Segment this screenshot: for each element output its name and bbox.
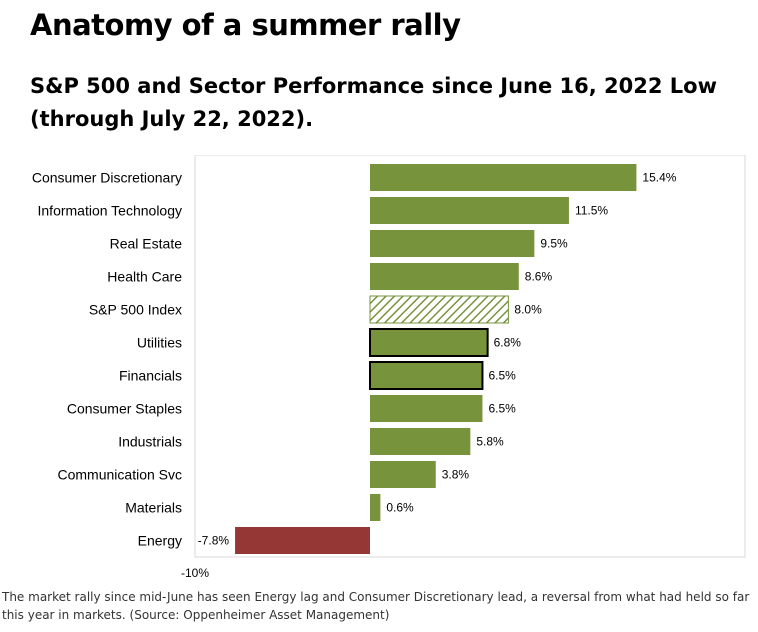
value-label: -7.8% [198,534,230,548]
bar-information-technology [370,197,569,224]
value-label: 5.8% [476,435,504,449]
value-label: 15.4% [642,171,676,185]
value-label: 8.6% [525,270,553,284]
bar-consumer-staples [370,395,483,422]
value-label: 6.5% [488,402,516,416]
page-title: Anatomy of a summer rally [30,8,461,42]
bar-health-care [370,263,519,290]
category-label: Materials [125,500,182,516]
category-label: Consumer Discretionary [32,170,182,186]
category-label: Utilities [137,335,182,351]
category-label: Real Estate [110,236,183,252]
value-label: 6.8% [494,336,522,350]
bar-s-p-500-index [369,295,509,324]
sector-performance-chart: Consumer Discretionary 15.4% Information T… [32,155,746,580]
category-label: Industrials [118,434,182,450]
x-tick-label: -10% [181,566,209,580]
bar-utilities [369,328,489,357]
category-label: S&P 500 Index [89,302,182,318]
value-label: 8.0% [514,303,542,317]
category-label: Communication Svc [58,467,183,483]
value-label: 3.8% [442,468,470,482]
category-label: Information Technology [38,203,183,219]
bar-financials [369,361,484,390]
bar-real-estate [370,230,535,257]
value-label: 11.5% [575,204,608,218]
figure-caption: The market rally since mid-June has seen… [2,590,750,622]
bar-materials [370,494,381,521]
plot-area [194,155,746,558]
category-label: Health Care [107,269,182,285]
page-subtitle: S&P 500 and Sector Performance since Jun… [30,74,718,131]
value-label: 9.5% [540,237,568,251]
bar-energy [235,527,370,554]
bar-consumer-discretionary [370,164,637,191]
category-label: Energy [138,533,182,549]
bar-industrials [370,428,471,455]
value-label: 6.5% [488,369,516,383]
bar-communication-svc [370,461,436,488]
category-label: Consumer Staples [67,401,182,417]
value-label: 0.6% [386,501,414,515]
category-label: Financials [119,368,182,384]
